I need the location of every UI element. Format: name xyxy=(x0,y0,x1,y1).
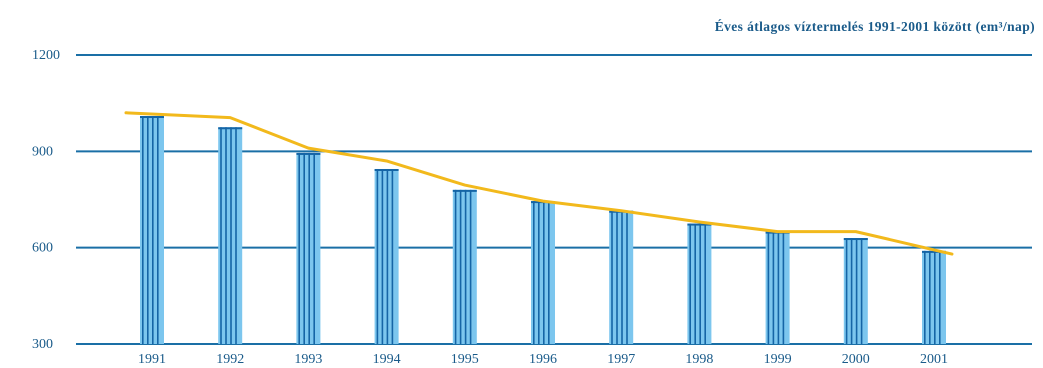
trend-line-group xyxy=(124,111,954,256)
bar-1995 xyxy=(452,189,477,344)
x-tick-label: 1996 xyxy=(529,352,557,367)
bar-stripe xyxy=(533,201,535,344)
y-axis-ticks: 1200 900 600 300 xyxy=(32,48,60,352)
x-tick-label: 1995 xyxy=(451,352,479,367)
bar-stripe xyxy=(313,152,315,344)
bar-stripe xyxy=(772,231,775,344)
bar-stripe xyxy=(464,189,467,344)
bars xyxy=(140,116,946,344)
bar-1991 xyxy=(140,116,164,344)
x-tick-label: 1999 xyxy=(764,352,792,367)
bar-stripe xyxy=(469,189,472,344)
bar-cap xyxy=(296,152,321,155)
bar-stripe xyxy=(225,127,227,344)
y-tick-label: 1200 xyxy=(32,48,60,63)
bar-1998 xyxy=(687,223,712,344)
bar-cap xyxy=(218,127,243,130)
trend-line xyxy=(124,111,954,256)
y-tick-label: 600 xyxy=(32,241,53,256)
bar-stripe xyxy=(939,250,941,344)
bar-1997 xyxy=(609,210,634,344)
bar-stripe xyxy=(152,116,154,344)
bar-1992 xyxy=(218,127,243,344)
bar-stripe xyxy=(616,210,618,344)
bar-stripe xyxy=(548,201,550,344)
bar-1999 xyxy=(765,231,790,344)
bar-stripe xyxy=(694,223,696,344)
x-tick-label: 1994 xyxy=(373,352,401,367)
bar-cap xyxy=(374,168,399,171)
bar-stripe xyxy=(626,210,628,344)
y-tick-label: 900 xyxy=(32,144,53,159)
bar-stripe xyxy=(157,116,159,344)
bar-stripe xyxy=(381,168,384,344)
bar-stripe xyxy=(611,210,613,344)
bar-stripe xyxy=(621,210,623,344)
bar-stripe xyxy=(934,250,936,344)
x-tick-label: 1992 xyxy=(216,352,244,367)
x-tick-label: 1998 xyxy=(685,352,713,367)
bar-stripe xyxy=(845,238,848,344)
bar-stripe xyxy=(459,189,462,344)
bar-stripe xyxy=(704,223,706,344)
y-tick-label: 300 xyxy=(32,337,53,352)
bar-stripe xyxy=(689,223,691,344)
bar-cap xyxy=(922,250,946,253)
chart-title: Éves átlagos víztermelés 1991-2001 közöt… xyxy=(715,19,1035,34)
bar-stripe xyxy=(235,127,237,344)
bar-cap xyxy=(843,238,868,241)
bar-stripe xyxy=(220,127,222,344)
bar-cap xyxy=(452,189,477,192)
bar-1993 xyxy=(296,152,321,344)
bar-stripe xyxy=(142,116,144,344)
x-tick-label: 2000 xyxy=(842,352,870,367)
bar-stripe xyxy=(767,231,770,344)
bar-stripe xyxy=(454,189,457,344)
x-tick-label: 1993 xyxy=(294,352,322,367)
bar-stripe xyxy=(298,152,300,344)
bar-stripe xyxy=(860,238,863,344)
bar-stripe xyxy=(386,168,389,344)
bar-stripe xyxy=(543,201,545,344)
bar-2001 xyxy=(922,250,946,344)
bar-stripe xyxy=(782,231,785,344)
bar-stripe xyxy=(777,231,780,344)
bar-stripe xyxy=(699,223,701,344)
bar-stripe xyxy=(855,238,858,344)
x-tick-label: 2001 xyxy=(920,352,948,367)
bar-1996 xyxy=(531,201,555,344)
x-axis-ticks: 1991 1992 1993 1994 1995 1996 1997 1998 1999 2000… xyxy=(138,352,948,367)
x-tick-label: 1991 xyxy=(138,352,166,367)
bar-cap xyxy=(687,223,712,226)
bar-cap xyxy=(140,116,164,119)
x-tick-label: 1997 xyxy=(607,352,635,367)
bar-stripe xyxy=(924,250,926,344)
bar-stripe xyxy=(929,250,931,344)
bar-stripe xyxy=(376,168,379,344)
bar-2000 xyxy=(843,238,868,344)
bar-1994 xyxy=(374,168,399,344)
bar-stripe xyxy=(147,116,149,344)
bar-stripe xyxy=(391,168,394,344)
bar-stripe xyxy=(538,201,540,344)
bar-stripe xyxy=(308,152,310,344)
bar-stripe xyxy=(230,127,232,344)
bar-stripe xyxy=(303,152,305,344)
bar-stripe xyxy=(850,238,853,344)
